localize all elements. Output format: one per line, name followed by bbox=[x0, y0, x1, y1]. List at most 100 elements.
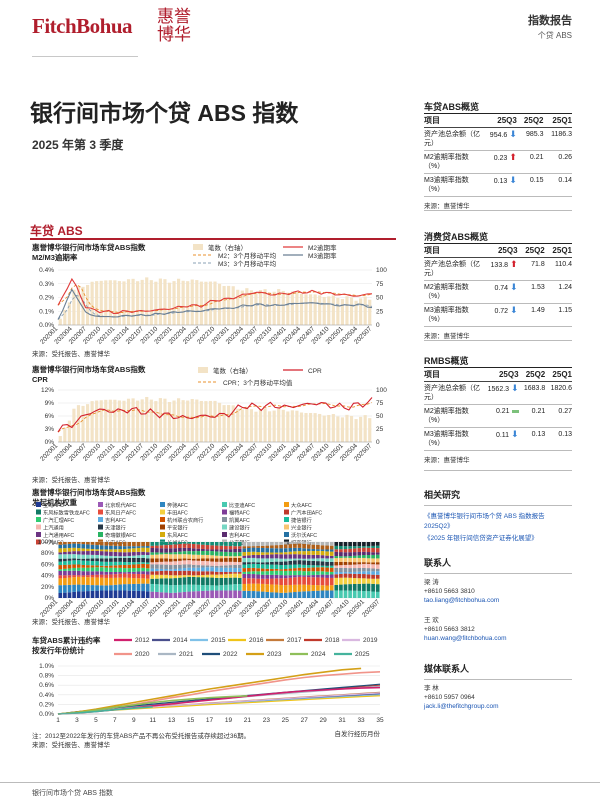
legend-label: 2021 bbox=[179, 651, 194, 658]
stack-segment bbox=[90, 558, 95, 562]
stack-segment bbox=[196, 560, 201, 566]
stack-segment bbox=[122, 572, 127, 574]
stack-segment bbox=[173, 570, 178, 576]
legend-swatch bbox=[284, 509, 289, 515]
stack-segment bbox=[99, 577, 104, 586]
stack-segment bbox=[182, 568, 187, 571]
related-link[interactable]: 《惠誉博华银行间市场个贷 ABS 指数报告 2025Q2》 bbox=[424, 513, 545, 530]
contact-email[interactable]: tao.liang@fitchbohua.com bbox=[424, 597, 500, 604]
count-bar bbox=[195, 399, 199, 442]
stack-segment bbox=[72, 547, 76, 552]
legend-label: 奇瑞徽银AFC bbox=[105, 531, 136, 539]
x-tick-label: 35 bbox=[376, 717, 384, 724]
stack-segment bbox=[279, 592, 283, 598]
stack-segment bbox=[311, 542, 316, 545]
stack-segment bbox=[357, 542, 362, 547]
m2-line bbox=[57, 277, 373, 314]
stack-segment bbox=[256, 562, 260, 565]
stack-segment bbox=[224, 577, 228, 585]
stack-segment bbox=[205, 567, 210, 572]
stack-segment bbox=[306, 551, 311, 555]
legend-swatch bbox=[160, 517, 165, 522]
stack-segment bbox=[99, 567, 104, 572]
contact-email[interactable]: jack.li@thefitchgroup.com bbox=[424, 703, 499, 710]
stack-segment bbox=[357, 557, 362, 563]
stack-segment bbox=[90, 574, 95, 578]
stack-segment bbox=[293, 543, 297, 548]
stack-segment bbox=[99, 551, 104, 556]
stack-segment bbox=[122, 577, 127, 585]
stack-segment bbox=[159, 574, 164, 579]
stack-segment bbox=[136, 578, 141, 584]
stack-segment bbox=[362, 563, 366, 568]
stack-segment bbox=[311, 585, 316, 591]
count-bar bbox=[290, 410, 294, 442]
stack-segment bbox=[279, 558, 283, 562]
stack-segment bbox=[371, 591, 375, 598]
stack-segment bbox=[141, 567, 145, 572]
count-bar bbox=[368, 418, 372, 442]
stack-segment bbox=[233, 572, 237, 574]
stack-segment bbox=[145, 571, 150, 575]
stack-segment bbox=[274, 554, 279, 559]
count-bar bbox=[85, 404, 90, 442]
stack-segment bbox=[242, 555, 247, 558]
stack-segment bbox=[81, 542, 86, 545]
stack-segment bbox=[270, 574, 274, 579]
stack-segment bbox=[168, 585, 173, 593]
stack-segment bbox=[362, 551, 366, 556]
stack-segment bbox=[265, 568, 270, 572]
stack-segment bbox=[352, 583, 357, 591]
stack-segment bbox=[329, 542, 334, 546]
stack-segment bbox=[168, 542, 173, 545]
stack-segment bbox=[109, 585, 113, 591]
stack-segment bbox=[141, 574, 145, 579]
legend-label: 广汽汇理AFC bbox=[43, 516, 74, 524]
stack-segment bbox=[251, 574, 256, 579]
stack-segment bbox=[182, 558, 187, 561]
chart1-m2m3: 笔数（右轴） M2逾期率 M2：3个月移动平均 M3逾期率 M3：3个月移动平均… bbox=[39, 243, 387, 346]
stack-segment bbox=[136, 542, 141, 547]
stack-segment bbox=[72, 551, 76, 555]
stack-segment bbox=[159, 548, 164, 553]
brand-chinese: 惠誉 博华 bbox=[157, 7, 191, 45]
stack-segment bbox=[205, 585, 210, 591]
stack-segment bbox=[210, 555, 214, 559]
stack-segment bbox=[302, 591, 306, 598]
stack-segment bbox=[155, 591, 159, 598]
stack-segment bbox=[127, 548, 132, 553]
stack-segment bbox=[155, 584, 159, 592]
stack-segment bbox=[113, 574, 118, 578]
stack-segment bbox=[357, 573, 362, 579]
stack-segment bbox=[95, 571, 99, 575]
stack-segment bbox=[224, 584, 228, 591]
stack-segment bbox=[357, 546, 362, 549]
stack-segment bbox=[228, 542, 233, 547]
x-tick-label: 15 bbox=[187, 717, 195, 724]
y-tick-label: 40% bbox=[41, 573, 54, 580]
stack-segment bbox=[90, 585, 95, 591]
x-axis-label: 自发行经历月份 bbox=[335, 729, 381, 738]
stack-segment bbox=[205, 558, 210, 562]
stack-segment bbox=[279, 569, 283, 571]
stack-segment bbox=[136, 546, 141, 548]
related-link[interactable]: 《2025 年银行间信贷资产证券化展望》 bbox=[424, 535, 538, 542]
stack-segment bbox=[72, 567, 76, 571]
count-bar bbox=[354, 419, 358, 442]
stack-segment bbox=[306, 560, 311, 566]
stack-segment bbox=[113, 558, 118, 562]
contact-email[interactable]: huan.wang@fitchbohua.com bbox=[424, 635, 507, 642]
panel-auto-source: 来源：惠誉博华 bbox=[424, 203, 470, 210]
stack-segment bbox=[247, 583, 251, 591]
stack-segment bbox=[311, 560, 316, 566]
stack-segment bbox=[86, 544, 90, 549]
stack-segment bbox=[205, 554, 210, 559]
stack-segment bbox=[242, 573, 247, 579]
stack-segment bbox=[122, 584, 127, 591]
stack-segment bbox=[205, 565, 210, 568]
legend-swatch bbox=[98, 517, 103, 522]
stack-segment bbox=[201, 585, 205, 591]
stack-segment bbox=[339, 572, 343, 574]
stack-segment bbox=[366, 555, 371, 559]
count-bar bbox=[208, 400, 213, 442]
